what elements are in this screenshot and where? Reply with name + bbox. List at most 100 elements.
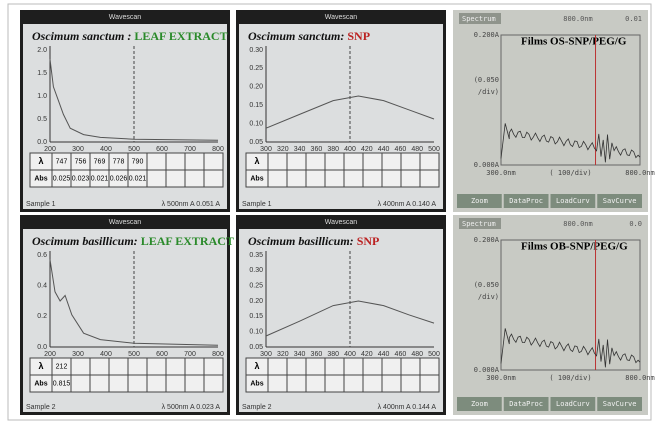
y-tick-label: 0.05 xyxy=(249,139,263,146)
y-tick-label: 0.0 xyxy=(37,139,47,146)
screen-header: Wavescan xyxy=(109,219,142,226)
x-tick-label: 300 xyxy=(260,146,272,153)
x-tick-label: 200 xyxy=(44,351,56,358)
screen-header: Wavescan xyxy=(325,14,358,21)
button-label: SavCurve xyxy=(603,400,637,408)
table-head: λ xyxy=(38,361,43,371)
x-tick-label: 300 xyxy=(260,351,272,358)
x-tick-label: 800 xyxy=(212,351,224,358)
table-cell: 0.815 xyxy=(53,380,71,387)
table-cell: 769 xyxy=(94,158,106,165)
y-tick-label: 2.0 xyxy=(37,47,47,54)
footer-right: λ 400nm A 0.144 A xyxy=(378,404,437,411)
x-tick-label: 380 xyxy=(327,351,339,358)
x-tick-label: 500 xyxy=(428,146,440,153)
panel-label: Oscimum sanctum : LEAF EXTRACT xyxy=(32,29,228,43)
panel-label: Oscimum basillicum: SNP xyxy=(248,234,379,248)
y-tick-label: /div) xyxy=(478,88,499,96)
x-tick-label: 700 xyxy=(184,351,196,358)
panel-label: Films OB-SNP/PEG/G xyxy=(521,241,628,253)
label-species: Oscimum sanctum: xyxy=(248,29,347,43)
table-head: λ xyxy=(38,156,43,166)
y-tick-label: 0.10 xyxy=(249,120,263,127)
y-tick-label: 0.4 xyxy=(37,283,47,290)
x-tick-label: 800.0nm xyxy=(625,374,655,382)
x-tick-label: 340 xyxy=(294,351,306,358)
table-cell: 0.021 xyxy=(91,175,109,182)
x-tick-label: 500 xyxy=(428,351,440,358)
y-tick-label: 0.000A xyxy=(474,161,500,169)
x-tick-label: ( 100/div) xyxy=(549,169,591,177)
x-tick-label: 600 xyxy=(156,146,168,153)
table-head: Abs xyxy=(250,175,263,182)
x-tick-label: 400 xyxy=(344,146,356,153)
figure-canvas: Wavescan Oscimum sanctum : LEAF EXTRACT 2.… xyxy=(0,0,655,426)
x-tick-label: 600 xyxy=(156,351,168,358)
x-tick-label: 360 xyxy=(311,351,323,358)
x-tick-label: 480 xyxy=(411,351,423,358)
x-tick-label: 500 xyxy=(128,351,140,358)
y-tick-label: 0.5 xyxy=(37,116,47,123)
footer-right: λ 400nm A 0.140 A xyxy=(378,201,437,208)
x-tick-label: 460 xyxy=(395,351,407,358)
header-value: 0.0 xyxy=(629,220,642,228)
y-tick-label: 0.2 xyxy=(37,313,47,320)
x-tick-label: 420 xyxy=(361,351,373,358)
x-tick-label: 300 xyxy=(72,351,84,358)
button-label: LoadCurv xyxy=(556,400,590,408)
button-label: DataProc xyxy=(509,400,543,408)
table-cell: 0.023 xyxy=(72,175,90,182)
y-tick-label: (0.050 xyxy=(474,281,499,289)
table-cell: 778 xyxy=(113,158,125,165)
x-tick-label: 360 xyxy=(311,146,323,153)
table-head: λ xyxy=(254,156,259,166)
y-tick-label: 1.0 xyxy=(37,93,47,100)
y-tick-label: 0.25 xyxy=(249,283,263,290)
footer-right: λ 500nm A 0.051 A xyxy=(162,201,221,208)
label-extract: SNP xyxy=(347,29,370,43)
x-tick-label: 400 xyxy=(344,351,356,358)
table-head: λ xyxy=(254,361,259,371)
panel: Wavescan Oscimum basillicum: SNP 0.35 0.30 0… xyxy=(236,215,446,415)
label-extract: LEAF EXTRACT xyxy=(134,29,227,43)
table-head: Abs xyxy=(250,380,263,387)
header-value: 0.01 xyxy=(625,15,642,23)
panel: Spectrum800.0nm0.01Films OS-SNP/PEG/G0.2… xyxy=(453,10,655,212)
y-tick-label: 0.35 xyxy=(249,252,263,259)
figure: Wavescan Oscimum sanctum : LEAF EXTRACT 2.… xyxy=(0,0,655,426)
x-tick-label: 400 xyxy=(100,351,112,358)
footer-left: Sample 2 xyxy=(26,404,56,411)
footer-right: λ 500nm A 0.023 A xyxy=(162,404,221,411)
screen-header: Wavescan xyxy=(109,14,142,21)
y-tick-label: 0.30 xyxy=(249,267,263,274)
x-tick-label: 700 xyxy=(184,146,196,153)
button-label: DataProc xyxy=(509,197,543,205)
x-tick-label: 420 xyxy=(361,146,373,153)
x-tick-label: 400 xyxy=(100,146,112,153)
y-tick-label: /div) xyxy=(478,293,499,301)
screen-header: Spectrum xyxy=(462,220,496,228)
x-tick-label: 320 xyxy=(277,146,289,153)
x-tick-label: 440 xyxy=(378,146,390,153)
label-species: Oscimum sanctum : xyxy=(32,29,134,43)
y-tick-label: 0.25 xyxy=(249,65,263,72)
label-extract: LEAF EXTRACT xyxy=(141,234,234,248)
x-tick-label: 800 xyxy=(212,146,224,153)
table-cell: 756 xyxy=(75,158,87,165)
x-tick-label: 320 xyxy=(277,351,289,358)
y-tick-label: 0.20 xyxy=(249,84,263,91)
table-cell: 0.025 xyxy=(53,175,71,182)
panel: Wavescan Oscimum sanctum : LEAF EXTRACT 2.… xyxy=(20,10,230,212)
screen-header: Wavescan xyxy=(325,219,358,226)
x-tick-label: 300 xyxy=(72,146,84,153)
y-tick-label: 0.15 xyxy=(249,102,263,109)
x-tick-label: 440 xyxy=(378,351,390,358)
x-tick-label: 500 xyxy=(128,146,140,153)
panel-label: Oscimum sanctum: SNP xyxy=(248,29,370,43)
y-tick-label: 0.6 xyxy=(37,252,47,259)
label-species: Oscimum basillicum: xyxy=(32,234,141,248)
table-cell: 0.026 xyxy=(110,175,128,182)
y-tick-label: 0.0 xyxy=(37,344,47,351)
